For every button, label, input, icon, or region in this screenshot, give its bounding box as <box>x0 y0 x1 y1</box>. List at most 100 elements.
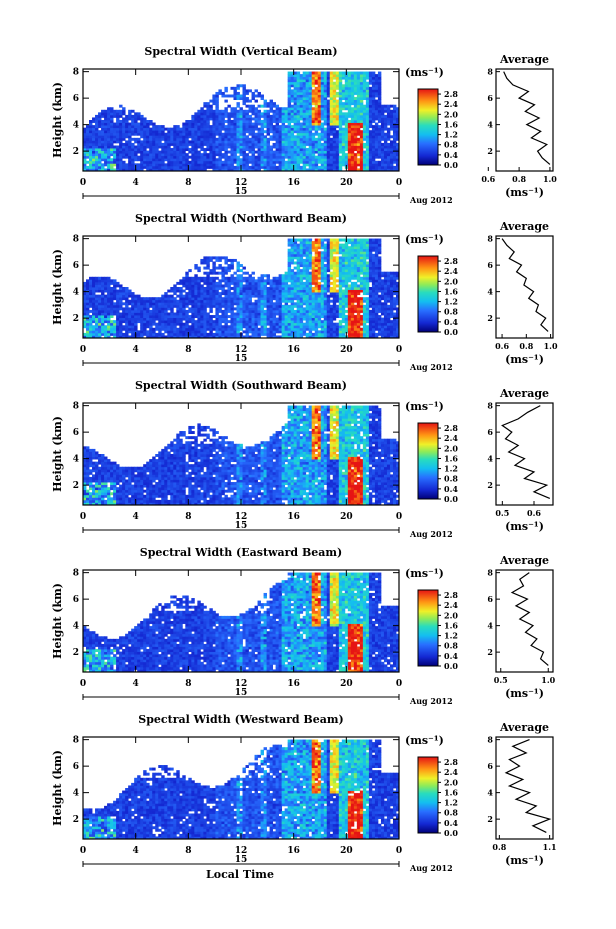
heatmap-cell <box>359 142 364 146</box>
heatmap-cell <box>323 117 328 121</box>
heatmap-cell <box>92 165 96 169</box>
heatmap-cell <box>392 140 397 144</box>
heatmap-cell <box>158 160 162 164</box>
heatmap-cell <box>104 140 108 144</box>
heatmap-cell <box>320 150 325 154</box>
heatmap-cell <box>191 281 195 285</box>
heatmap-cell <box>359 94 364 98</box>
heatmap-cell <box>245 142 249 146</box>
heatmap-cell <box>362 81 367 85</box>
heatmap-cell <box>323 289 328 293</box>
heatmap-cell <box>104 150 108 154</box>
heatmap-cell <box>266 145 270 149</box>
heatmap-cell <box>281 281 286 285</box>
heatmap-cell <box>128 158 132 162</box>
heatmap-cell <box>323 281 328 285</box>
heatmap-cell <box>200 309 204 313</box>
heatmap-cell <box>263 289 267 293</box>
heatmap-cell <box>365 107 370 111</box>
heatmap-cell <box>209 289 213 293</box>
heatmap-cell <box>323 107 328 111</box>
heatmap-cell <box>140 155 144 159</box>
heatmap-cell <box>326 158 331 162</box>
heatmap-cell <box>284 107 289 111</box>
heatmap-cell <box>245 284 249 288</box>
heatmap-cell <box>125 120 129 123</box>
heatmap-cell <box>344 99 349 103</box>
heatmap-cell <box>158 309 162 313</box>
heatmap-cell <box>95 330 99 334</box>
heatmap-cell <box>245 130 249 134</box>
heatmap-cell <box>293 120 298 123</box>
heatmap-cell <box>257 307 261 311</box>
heatmap-cell <box>299 150 304 154</box>
heatmap-cell <box>377 145 382 149</box>
heatmap-cell <box>383 132 388 136</box>
heatmap-cell <box>179 320 183 324</box>
heatmap-cell <box>185 315 189 318</box>
heatmap-cell <box>323 251 328 255</box>
heatmap-cell <box>248 292 252 296</box>
heatmap-cell <box>167 299 171 303</box>
heatmap-cell <box>197 297 201 301</box>
heatmap-cell <box>173 155 177 159</box>
heatmap-cell <box>305 99 310 103</box>
heatmap-cell <box>152 330 156 334</box>
heatmap-cell <box>209 299 213 303</box>
heatmap-cell <box>131 332 135 336</box>
heatmap-cell <box>152 304 156 308</box>
heatmap-cell <box>101 317 105 321</box>
heatmap-cell <box>188 155 192 159</box>
heatmap-cell <box>290 241 295 245</box>
heatmap-cell <box>308 145 313 149</box>
heatmap-cell <box>176 135 180 139</box>
heatmap-cell <box>320 168 325 172</box>
heatmap-cell <box>242 279 246 283</box>
heatmap-cell <box>212 160 216 164</box>
heatmap-cell <box>263 117 267 121</box>
heatmap-cell <box>119 168 123 172</box>
heatmap-cell <box>365 155 370 159</box>
heatmap-cell <box>368 114 373 118</box>
heatmap-cell <box>128 135 132 139</box>
heatmap-cell <box>185 297 189 301</box>
heatmap-cell <box>284 302 289 306</box>
heatmap-cell <box>353 145 358 149</box>
heatmap-cell <box>317 71 322 75</box>
heatmap-cell <box>200 325 204 329</box>
heatmap-cell <box>263 330 267 334</box>
heatmap-cell <box>329 294 334 298</box>
heatmap-cell <box>362 76 367 80</box>
heatmap-cell <box>86 312 90 316</box>
heatmap-cell <box>296 76 301 80</box>
heatmap-cell <box>224 120 228 123</box>
heatmap-cell <box>350 140 355 144</box>
heatmap-cell <box>236 317 240 321</box>
heatmap-cell <box>329 127 334 131</box>
heatmap-cell <box>179 312 183 316</box>
heatmap-cell <box>185 165 189 169</box>
heatmap-cell <box>104 163 108 167</box>
heatmap-cell <box>236 292 240 296</box>
heatmap-cell <box>305 287 310 290</box>
heatmap-cell <box>236 307 240 311</box>
heatmap-cell <box>233 120 237 123</box>
heatmap-cell <box>116 140 120 144</box>
heatmap-cell <box>122 165 126 169</box>
y-axis-label: Height (km) <box>51 82 64 158</box>
heatmap-cell <box>302 248 307 252</box>
heatmap-cell <box>308 327 313 331</box>
heatmap-cell <box>350 135 355 139</box>
heatmap-cell <box>230 307 234 311</box>
heatmap-cell <box>215 315 219 318</box>
heatmap-cell <box>203 165 207 169</box>
heatmap-cell <box>341 153 346 157</box>
heatmap-cell <box>92 145 96 149</box>
heatmap-cell <box>107 287 111 290</box>
heatmap-cell <box>254 317 258 321</box>
heatmap-cell <box>176 330 180 334</box>
heatmap-cell <box>209 153 213 157</box>
heatmap-cell <box>167 325 171 329</box>
colorbar-tick-label: 0.4 <box>444 150 458 160</box>
heatmap-cell <box>215 312 219 316</box>
